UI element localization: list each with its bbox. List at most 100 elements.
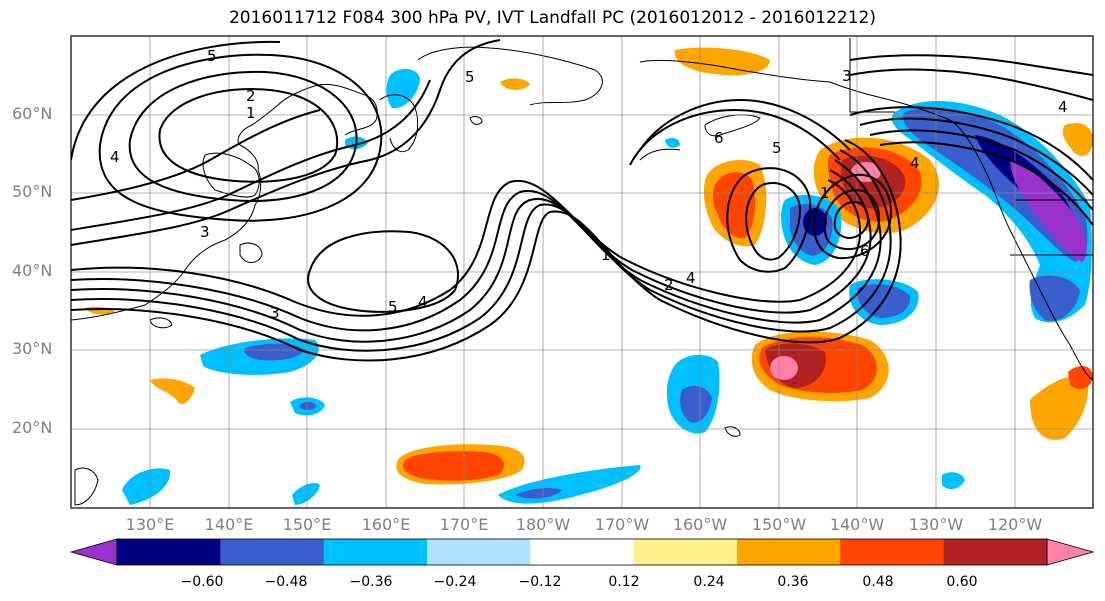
- colorbar-tick-label: −0.12: [518, 574, 562, 590]
- colorbar-cell: [117, 539, 221, 565]
- map-title: 2016011712 F084 300 hPa PV, IVT Landfall…: [228, 8, 876, 28]
- negative-anomaly: [680, 385, 712, 423]
- lon-label: 140°E: [204, 515, 254, 534]
- coastline: [639, 59, 831, 83]
- pv-contour: [849, 54, 1093, 76]
- coastline: [704, 114, 761, 137]
- pv-contour-label: 5: [465, 68, 475, 86]
- pv-contour: [98, 53, 383, 222]
- pv-contour: [71, 109, 321, 201]
- pv-contour: [629, 108, 841, 166]
- negative-anomaly: [665, 137, 680, 148]
- positive-anomaly: [150, 378, 195, 405]
- pv-contour-label: 4: [910, 154, 920, 172]
- pv-contours: [71, 39, 1093, 362]
- pv-contour-label: 3: [200, 223, 210, 241]
- colorbar-tick-label: −0.48: [264, 574, 308, 590]
- colorbar-tick-label: −0.36: [349, 574, 393, 590]
- coastline: [724, 426, 741, 437]
- pv-contour-label: 4: [1058, 98, 1068, 116]
- colorbar-tick-label: −0.24: [433, 574, 477, 590]
- pv-contour: [71, 159, 882, 343]
- pv-contour: [71, 40, 281, 161]
- pv-contour-label: 2: [246, 87, 256, 105]
- positive-anomaly: [713, 172, 756, 239]
- lon-label: 150°E: [282, 515, 332, 534]
- lat-label: 50°N: [12, 182, 53, 201]
- pv-contour: [859, 117, 1093, 196]
- positive-anomaly: [1062, 123, 1093, 156]
- pv-contour: [745, 182, 802, 261]
- colorbar-cell: [737, 539, 841, 565]
- colorbar-cell: [427, 539, 531, 565]
- coastline: [149, 317, 173, 329]
- pv-contour: [879, 141, 1093, 226]
- colorbar-cell: [840, 539, 945, 565]
- pv-contour-label: 4: [686, 269, 696, 287]
- colorbar-cell: [220, 539, 325, 565]
- negative-anomaly: [891, 101, 1092, 323]
- pv-contour-label: 5: [388, 298, 398, 316]
- negative-anomaly: [903, 108, 1088, 262]
- negative-anomaly: [942, 472, 965, 490]
- pv-contour-label: 4: [418, 293, 428, 311]
- lon-label: 180°W: [515, 515, 571, 534]
- graticule: [71, 36, 1093, 508]
- coastline: [71, 83, 378, 321]
- pv-contour: [71, 169, 872, 332]
- colorbar-cell: [943, 539, 1048, 565]
- coastline: [469, 116, 483, 125]
- pv-contour: [307, 230, 459, 313]
- pv-contour: [639, 98, 851, 151]
- coastline: [849, 38, 895, 113]
- pv-contour-label: 1: [246, 104, 256, 122]
- lat-label: 20°N: [12, 418, 53, 437]
- colorbar-tick-label: 0.24: [693, 574, 725, 590]
- coastline: [74, 467, 99, 506]
- pv-contour-label: 6: [714, 129, 724, 147]
- colorbar-low-extend: [69, 538, 118, 566]
- lon-label: 130°E: [125, 515, 175, 534]
- positive-anomaly: [674, 47, 770, 76]
- pv-contour: [869, 129, 1093, 211]
- positive-anomaly: [770, 356, 798, 380]
- negative-anomaly: [1010, 160, 1087, 262]
- colorbar-cell: [633, 539, 738, 565]
- pv-contour-label: 3: [842, 67, 852, 85]
- colorbar-outline: [116, 538, 1048, 566]
- pv-contour-label: 6: [860, 242, 870, 260]
- positive-anomaly: [403, 451, 505, 481]
- lat-label: 60°N: [12, 104, 53, 123]
- lon-label: 170°W: [594, 515, 650, 534]
- colorbar-cell: [323, 539, 428, 565]
- coastline: [829, 81, 1093, 381]
- coastline: [202, 152, 260, 198]
- pv-contour-label: 2: [664, 276, 674, 294]
- colorbar-tick-label: −0.60: [180, 574, 224, 590]
- negative-anomaly: [292, 483, 320, 505]
- negative-anomaly: [1029, 275, 1080, 321]
- pv-contour: [849, 106, 1093, 181]
- lon-label: 130°W: [908, 515, 964, 534]
- pv-contour: [71, 179, 862, 317]
- lon-label: 140°W: [829, 515, 885, 534]
- coastline: [639, 148, 681, 161]
- colorbar-tick-label: 0.60: [946, 574, 978, 590]
- pv-contour: [813, 173, 892, 260]
- positive-anomaly: [500, 78, 530, 90]
- pv-contour: [158, 88, 339, 183]
- colorbar-high-extend: [1046, 538, 1095, 566]
- pv-contour: [128, 70, 358, 202]
- pv-contour: [71, 39, 501, 246]
- positive-anomaly: [1030, 374, 1089, 440]
- lon-label: 160°E: [361, 515, 411, 534]
- positive-anomaly: [1068, 366, 1093, 390]
- lon-label: 120°W: [987, 515, 1043, 534]
- lon-label: 160°W: [672, 515, 728, 534]
- pv-contour-label: 5: [772, 139, 782, 157]
- negative-anomaly: [122, 468, 171, 505]
- lon-label: 170°E: [439, 515, 489, 534]
- negative-anomaly: [244, 343, 305, 361]
- map-frame: [70, 35, 1094, 509]
